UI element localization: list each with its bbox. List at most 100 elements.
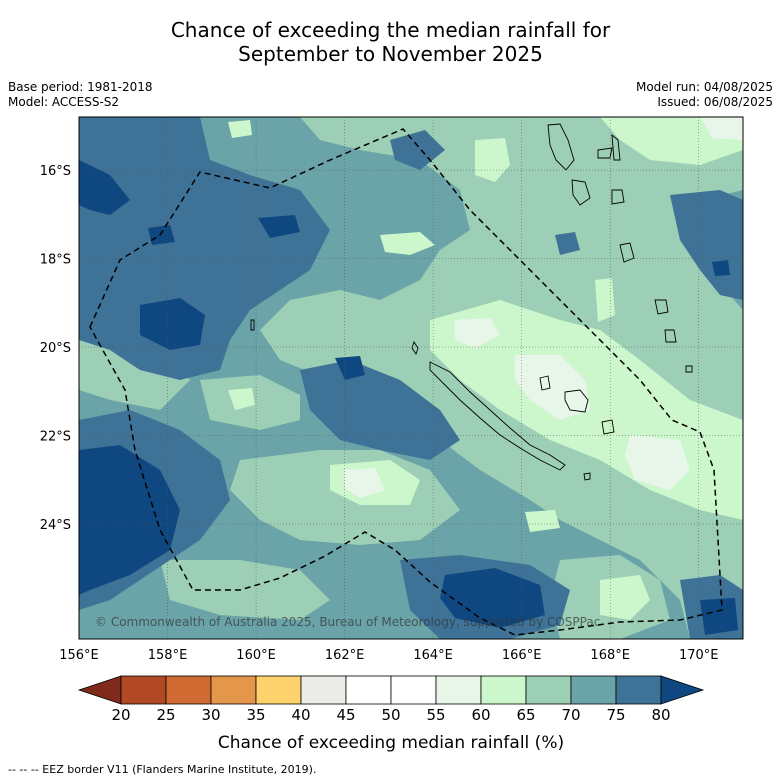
colorbar-segment: [255, 675, 302, 705]
latitude-tick-label: 20°S: [40, 341, 71, 356]
gridlines: [79, 117, 743, 639]
colorbar-tick-label: 40: [291, 706, 310, 724]
colorbar-segment: [390, 675, 437, 705]
vanuatu-espiritu-santo: [547, 123, 575, 171]
vanuatu-maewo: [597, 147, 613, 159]
issued-text: Issued: 06/08/2025: [657, 95, 773, 109]
band-55-60-north: [455, 318, 500, 348]
colorbar-tick-label: 75: [606, 706, 625, 724]
colorbar-tick-label: 50: [381, 706, 400, 724]
footer-note: -- -- -- EEZ border V11 (Flanders Marine…: [8, 763, 317, 776]
band-55-60-south: [345, 468, 385, 498]
new-caledonia-outline: [429, 361, 566, 471]
longitude-tick-label: 170°E: [679, 648, 719, 663]
colorbar-segment: [210, 675, 257, 705]
colorbar-segment: [345, 675, 392, 705]
model-text: Model: ACCESS-S2: [8, 95, 120, 109]
band-60-65-patch-a: [380, 232, 435, 255]
colorbar-segment: [120, 675, 167, 705]
colorbar-tick-label: 70: [561, 706, 580, 724]
band-80-plus-west: [140, 298, 205, 350]
colorbar-tick-label: 55: [426, 706, 445, 724]
colorbar-segment: [435, 675, 482, 705]
band-80-plus-patch-d: [712, 260, 730, 276]
chart-title: Chance of exceeding the median rainfall …: [0, 18, 781, 66]
band-60-65-patch-g: [228, 388, 255, 410]
colorbar-segment: [570, 675, 617, 705]
band-60-65-patch-f: [600, 575, 650, 620]
latitude-tick-label: 18°S: [40, 253, 71, 268]
metadata-right: Model run: 04/08/2025 Issued: 06/08/2025: [636, 80, 773, 110]
title-line-2: September to November 2025: [238, 42, 543, 66]
colorbar: 20 25 30 35 40 45 50 55 60 65 70 75 80: [77, 675, 705, 724]
vanuatu-erromango: [619, 242, 635, 263]
band-60-65-patch-b: [475, 138, 510, 182]
band-75-80-patch: [555, 232, 580, 255]
eez-border: [89, 128, 723, 636]
base-period-text: Base period: 1981-2018: [8, 80, 153, 94]
longitude-labels: 156°E 158°E 160°E 162°E 164°E 166°E 168°E 170°E: [59, 648, 718, 663]
loyalty-island-lifou: [564, 389, 589, 413]
vanuatu-aneityum: [664, 329, 677, 343]
longitude-tick-label: 160°E: [236, 648, 276, 663]
latitude-tick-label: 22°S: [40, 430, 71, 445]
band-65-70-west: [79, 330, 190, 410]
loyalty-island-mare: [601, 419, 615, 435]
colorbar-tick-label: 20: [111, 706, 130, 724]
band-60-65-patch-d: [525, 510, 560, 532]
colorbar-high-extend: [660, 675, 705, 705]
band-75-80-center: [300, 360, 460, 460]
band-80-plus-patch-e: [700, 598, 738, 635]
colorbar-segment: [615, 675, 662, 705]
band-80-plus-patch-b: [335, 356, 365, 380]
longitude-tick-label: 164°E: [413, 648, 453, 663]
chesterfield-islet: [250, 319, 255, 331]
matthew-island: [685, 365, 693, 373]
belep-islands: [411, 340, 419, 356]
longitude-tick-label: 158°E: [148, 648, 188, 663]
colorbar-label: Chance of exceeding median rainfall (%): [218, 733, 564, 753]
longitude-tick-label: 156°E: [59, 648, 99, 663]
latitude-tick-label: 16°S: [40, 164, 71, 179]
band-80-plus-northwest: [79, 160, 130, 215]
map-frame: [78, 116, 744, 640]
colorbar-segment: [300, 675, 347, 705]
band-80-plus-southwest: [79, 445, 180, 595]
longitude-tick-label: 162°E: [325, 648, 365, 663]
model-run-text: Model run: 04/08/2025: [635, 80, 773, 94]
band-55-60-corner: [700, 117, 743, 140]
colorbar-tick-label: 45: [336, 706, 355, 724]
band-80-plus-south: [440, 568, 545, 628]
rainfall-probability-field: [79, 117, 743, 639]
colorbar-tick-label: 30: [201, 706, 220, 724]
band-75-80-north: [390, 130, 445, 170]
land-outlines: [250, 123, 693, 481]
colorbar-tick-label: 60: [471, 706, 490, 724]
title-line-1: Chance of exceeding the median rainfall …: [170, 18, 611, 42]
colorbar-tick-label: 65: [516, 706, 535, 724]
latitude-labels: 16°S 18°S 20°S 22°S 24°S: [40, 164, 71, 533]
longitude-tick-label: 168°E: [590, 648, 630, 663]
latitude-tick-label: 24°S: [40, 518, 71, 533]
band-55-60-east: [625, 435, 690, 490]
vanuatu-efate: [611, 189, 625, 205]
vanuatu-tanna: [654, 299, 669, 315]
metadata-left: Base period: 1981-2018 Model: ACCESS-S2: [8, 80, 153, 110]
colorbar-low-extend: [77, 675, 122, 705]
band-55-60: [515, 355, 590, 420]
colorbar-segment: [165, 675, 212, 705]
colorbar-segment: [480, 675, 527, 705]
colorbar-tick-label: 35: [246, 706, 265, 724]
loyalty-island-ouvea: [539, 375, 551, 391]
colorbar-tick-label: 25: [156, 706, 175, 724]
copyright-text: © Commonwealth of Australia 2025, Bureau…: [95, 615, 600, 629]
band-60-65-patch-c: [595, 278, 615, 322]
vanuatu-pentecost: [611, 133, 621, 161]
colorbar-tick-label: 80: [651, 706, 670, 724]
band-80-plus-patch-c: [148, 225, 175, 245]
band-80-plus-patch-a: [258, 215, 300, 238]
longitude-tick-label: 166°E: [502, 648, 542, 663]
colorbar-segment: [525, 675, 572, 705]
vanuatu-malekula: [571, 179, 591, 206]
